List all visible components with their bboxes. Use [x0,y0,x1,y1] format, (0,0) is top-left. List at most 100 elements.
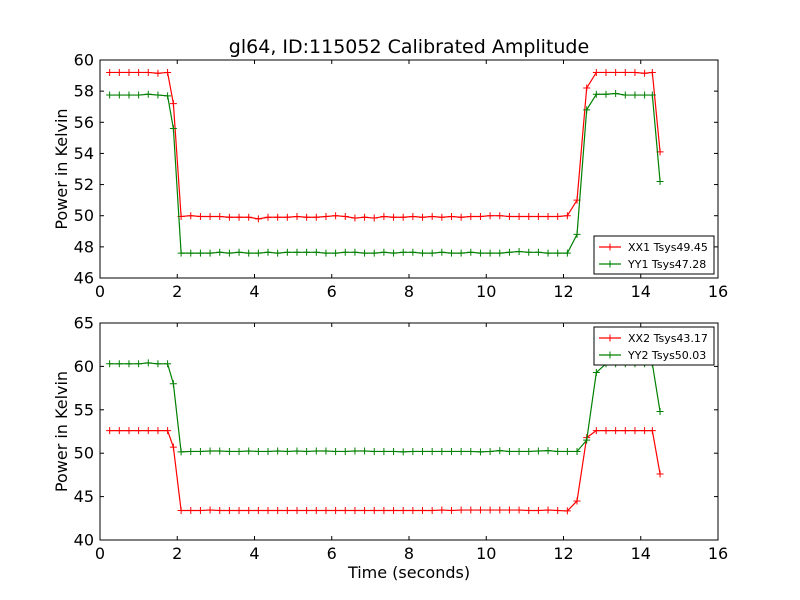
data-point [293,447,301,455]
data-point [554,212,562,220]
data-point [303,213,311,221]
y-tick-label: 54 [74,144,94,163]
data-point [515,212,523,220]
data-point [312,506,320,514]
data-point [169,125,177,133]
data-point [312,213,320,221]
data-point [125,91,133,99]
data-point [641,69,649,77]
data-point [154,69,162,77]
data-point [235,248,243,256]
data-point [476,448,484,456]
data-point [254,506,262,514]
legend-marker [606,260,614,268]
data-point [206,212,214,220]
data-point [496,506,504,514]
data-point [332,212,340,220]
legend-marker [606,243,614,251]
data-point [486,212,494,220]
data-point [341,212,349,220]
data-point [505,506,513,514]
data-point [515,447,523,455]
data-point [419,213,427,221]
data-point [235,213,243,221]
data-point [293,506,301,514]
data-point [648,91,656,99]
x-tick-label: 6 [327,282,337,301]
data-point [476,212,484,220]
data-point [144,359,152,367]
data-point [447,447,455,455]
data-point [602,90,610,98]
data-point [125,427,133,435]
y-tick-label: 58 [74,82,94,101]
data-point [177,448,185,456]
data-point [322,249,330,257]
data-point [428,212,436,220]
data-point [390,213,398,221]
data-point [612,68,620,76]
data-point [656,470,664,478]
data-point [438,248,446,256]
data-point [274,506,282,514]
data-point [254,447,262,455]
series-yy2 [106,359,664,456]
data-point [399,448,407,456]
data-point [544,212,552,220]
data-point [438,506,446,514]
data-point [196,249,204,257]
data-point [438,213,446,221]
data-point [648,68,656,76]
data-point [573,230,581,238]
data-point [419,447,427,455]
data-point [351,447,359,455]
legend-label: XX1 Tsys49.45 [628,241,708,254]
data-point [225,249,233,257]
data-point [496,447,504,455]
data-point [225,506,233,514]
legend-marker [606,334,614,342]
data-point [525,506,533,514]
y-axis-label: Power in Kelvin [52,108,71,229]
data-point [115,68,123,76]
x-tick-label: 16 [708,544,728,563]
y-tick-label: 40 [74,531,94,550]
data-point [467,447,475,455]
data-point [154,427,162,435]
y-axis-label: Power in Kelvin [52,371,71,492]
y-tick-label: 46 [74,269,94,288]
data-point [169,443,177,451]
data-point [409,212,417,220]
data-point [409,506,417,514]
data-point [332,249,340,257]
data-point [196,212,204,220]
data-point [351,506,359,514]
data-point [351,248,359,256]
data-point [486,506,494,514]
y-tick-label: 48 [74,237,94,256]
data-point [225,213,233,221]
data-point [322,506,330,514]
x-tick-label: 16 [708,282,728,301]
data-point [254,249,262,257]
data-point [534,447,542,455]
data-point [115,91,123,99]
data-point [380,447,388,455]
data-point [235,506,243,514]
data-point [525,248,533,256]
x-tick-label: 0 [95,544,105,563]
data-point [380,248,388,256]
x-tick-label: 0 [95,282,105,301]
data-point [447,506,455,514]
data-point [361,447,369,455]
data-point [361,213,369,221]
data-point [621,91,629,99]
data-point [563,447,571,455]
data-point [216,212,224,220]
data-point [525,212,533,220]
x-tick-label: 2 [172,282,182,301]
y-tick-label: 60 [74,51,94,70]
data-point [283,248,291,256]
